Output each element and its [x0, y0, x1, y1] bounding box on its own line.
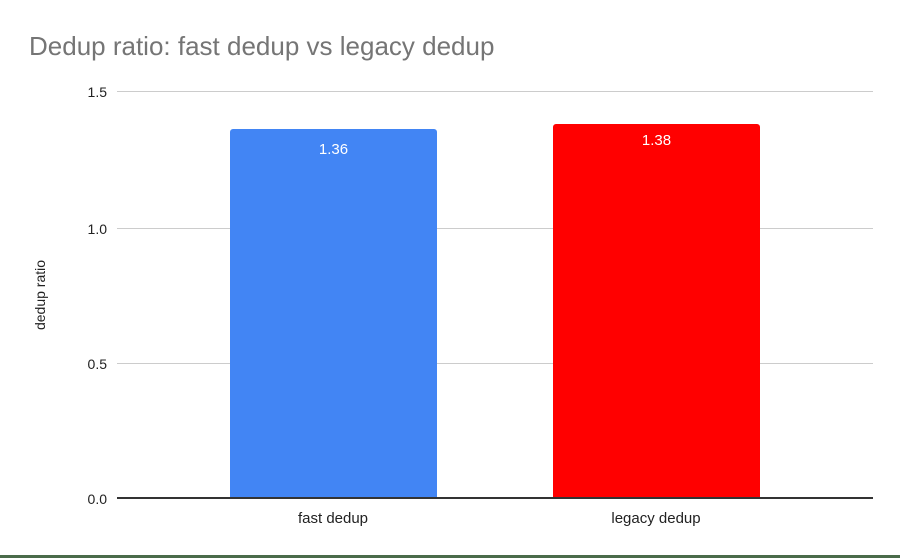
bar-value-label: 1.38: [641, 131, 672, 149]
y-tick-1-0: 1.0: [87, 221, 107, 237]
gridline-0-5: [117, 363, 873, 364]
y-tick-1-5: 1.5: [87, 84, 107, 100]
y-tick-0-0: 0.0: [87, 491, 107, 507]
chart-title: Dedup ratio: fast dedup vs legacy dedup: [29, 31, 495, 61]
bottom-border: [0, 555, 900, 558]
gridline-1-5: [117, 91, 873, 92]
bar-legacy-dedup[interactable]: 1.38: [553, 123, 760, 498]
x-axis-line: [117, 497, 873, 499]
y-tick-0-5: 0.5: [87, 356, 107, 372]
x-tick-legacy-dedup: legacy dedup: [611, 510, 701, 527]
gridline-1-0: [117, 228, 873, 229]
x-tick-fast-dedup: fast dedup: [297, 510, 369, 527]
bar-value-label: 1.36: [318, 140, 349, 158]
bar-fast-dedup[interactable]: 1.36: [230, 128, 437, 498]
